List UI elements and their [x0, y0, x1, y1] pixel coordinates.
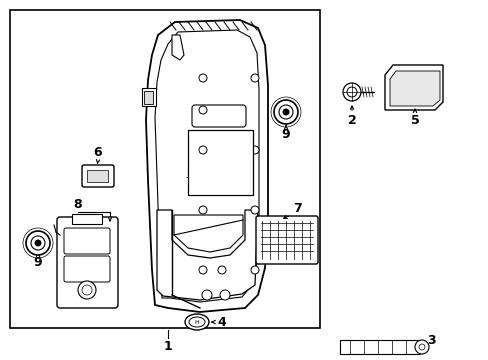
Polygon shape [157, 210, 258, 300]
Polygon shape [146, 20, 267, 312]
Text: 1: 1 [163, 339, 172, 352]
Ellipse shape [184, 314, 208, 330]
FancyBboxPatch shape [256, 216, 317, 264]
Text: 5: 5 [410, 113, 419, 126]
FancyBboxPatch shape [192, 105, 245, 127]
Text: 9: 9 [281, 129, 290, 141]
Circle shape [250, 74, 259, 82]
Circle shape [250, 266, 259, 274]
Circle shape [199, 74, 206, 82]
Text: 8: 8 [74, 198, 82, 211]
Circle shape [283, 109, 288, 115]
Circle shape [218, 266, 225, 274]
Circle shape [82, 285, 92, 295]
Circle shape [273, 100, 297, 124]
Circle shape [35, 240, 41, 246]
Bar [87, 170, 108, 182]
Circle shape [250, 146, 259, 154]
Circle shape [279, 105, 292, 119]
Text: 9: 9 [34, 256, 42, 270]
Text: 3: 3 [427, 333, 435, 346]
Circle shape [220, 290, 229, 300]
Circle shape [414, 340, 428, 354]
Polygon shape [389, 71, 439, 106]
Polygon shape [172, 35, 183, 60]
Text: 4: 4 [217, 315, 226, 328]
Circle shape [199, 206, 206, 214]
FancyBboxPatch shape [57, 217, 118, 308]
Polygon shape [174, 215, 243, 252]
Circle shape [250, 206, 259, 214]
Circle shape [199, 106, 206, 114]
Circle shape [202, 290, 212, 300]
Circle shape [26, 231, 50, 255]
FancyBboxPatch shape [82, 165, 114, 187]
Bar [143, 91, 153, 104]
Circle shape [199, 146, 206, 154]
Circle shape [78, 281, 96, 299]
Circle shape [199, 266, 206, 274]
Circle shape [31, 236, 45, 250]
Bar [10, 10, 319, 328]
Bar [142, 88, 156, 106]
FancyBboxPatch shape [64, 228, 110, 254]
Text: 15/: 15/ [184, 170, 203, 180]
Polygon shape [155, 30, 259, 302]
Circle shape [346, 87, 356, 97]
Text: 7: 7 [293, 202, 302, 215]
Ellipse shape [189, 317, 204, 327]
Bar [339, 340, 419, 354]
Bar [187, 130, 252, 195]
FancyBboxPatch shape [64, 256, 110, 282]
Circle shape [418, 344, 424, 350]
Text: 2: 2 [347, 113, 356, 126]
Circle shape [342, 83, 360, 101]
Text: 6: 6 [94, 145, 102, 158]
Bar [72, 214, 102, 224]
Text: H: H [194, 320, 199, 324]
Polygon shape [384, 65, 442, 110]
